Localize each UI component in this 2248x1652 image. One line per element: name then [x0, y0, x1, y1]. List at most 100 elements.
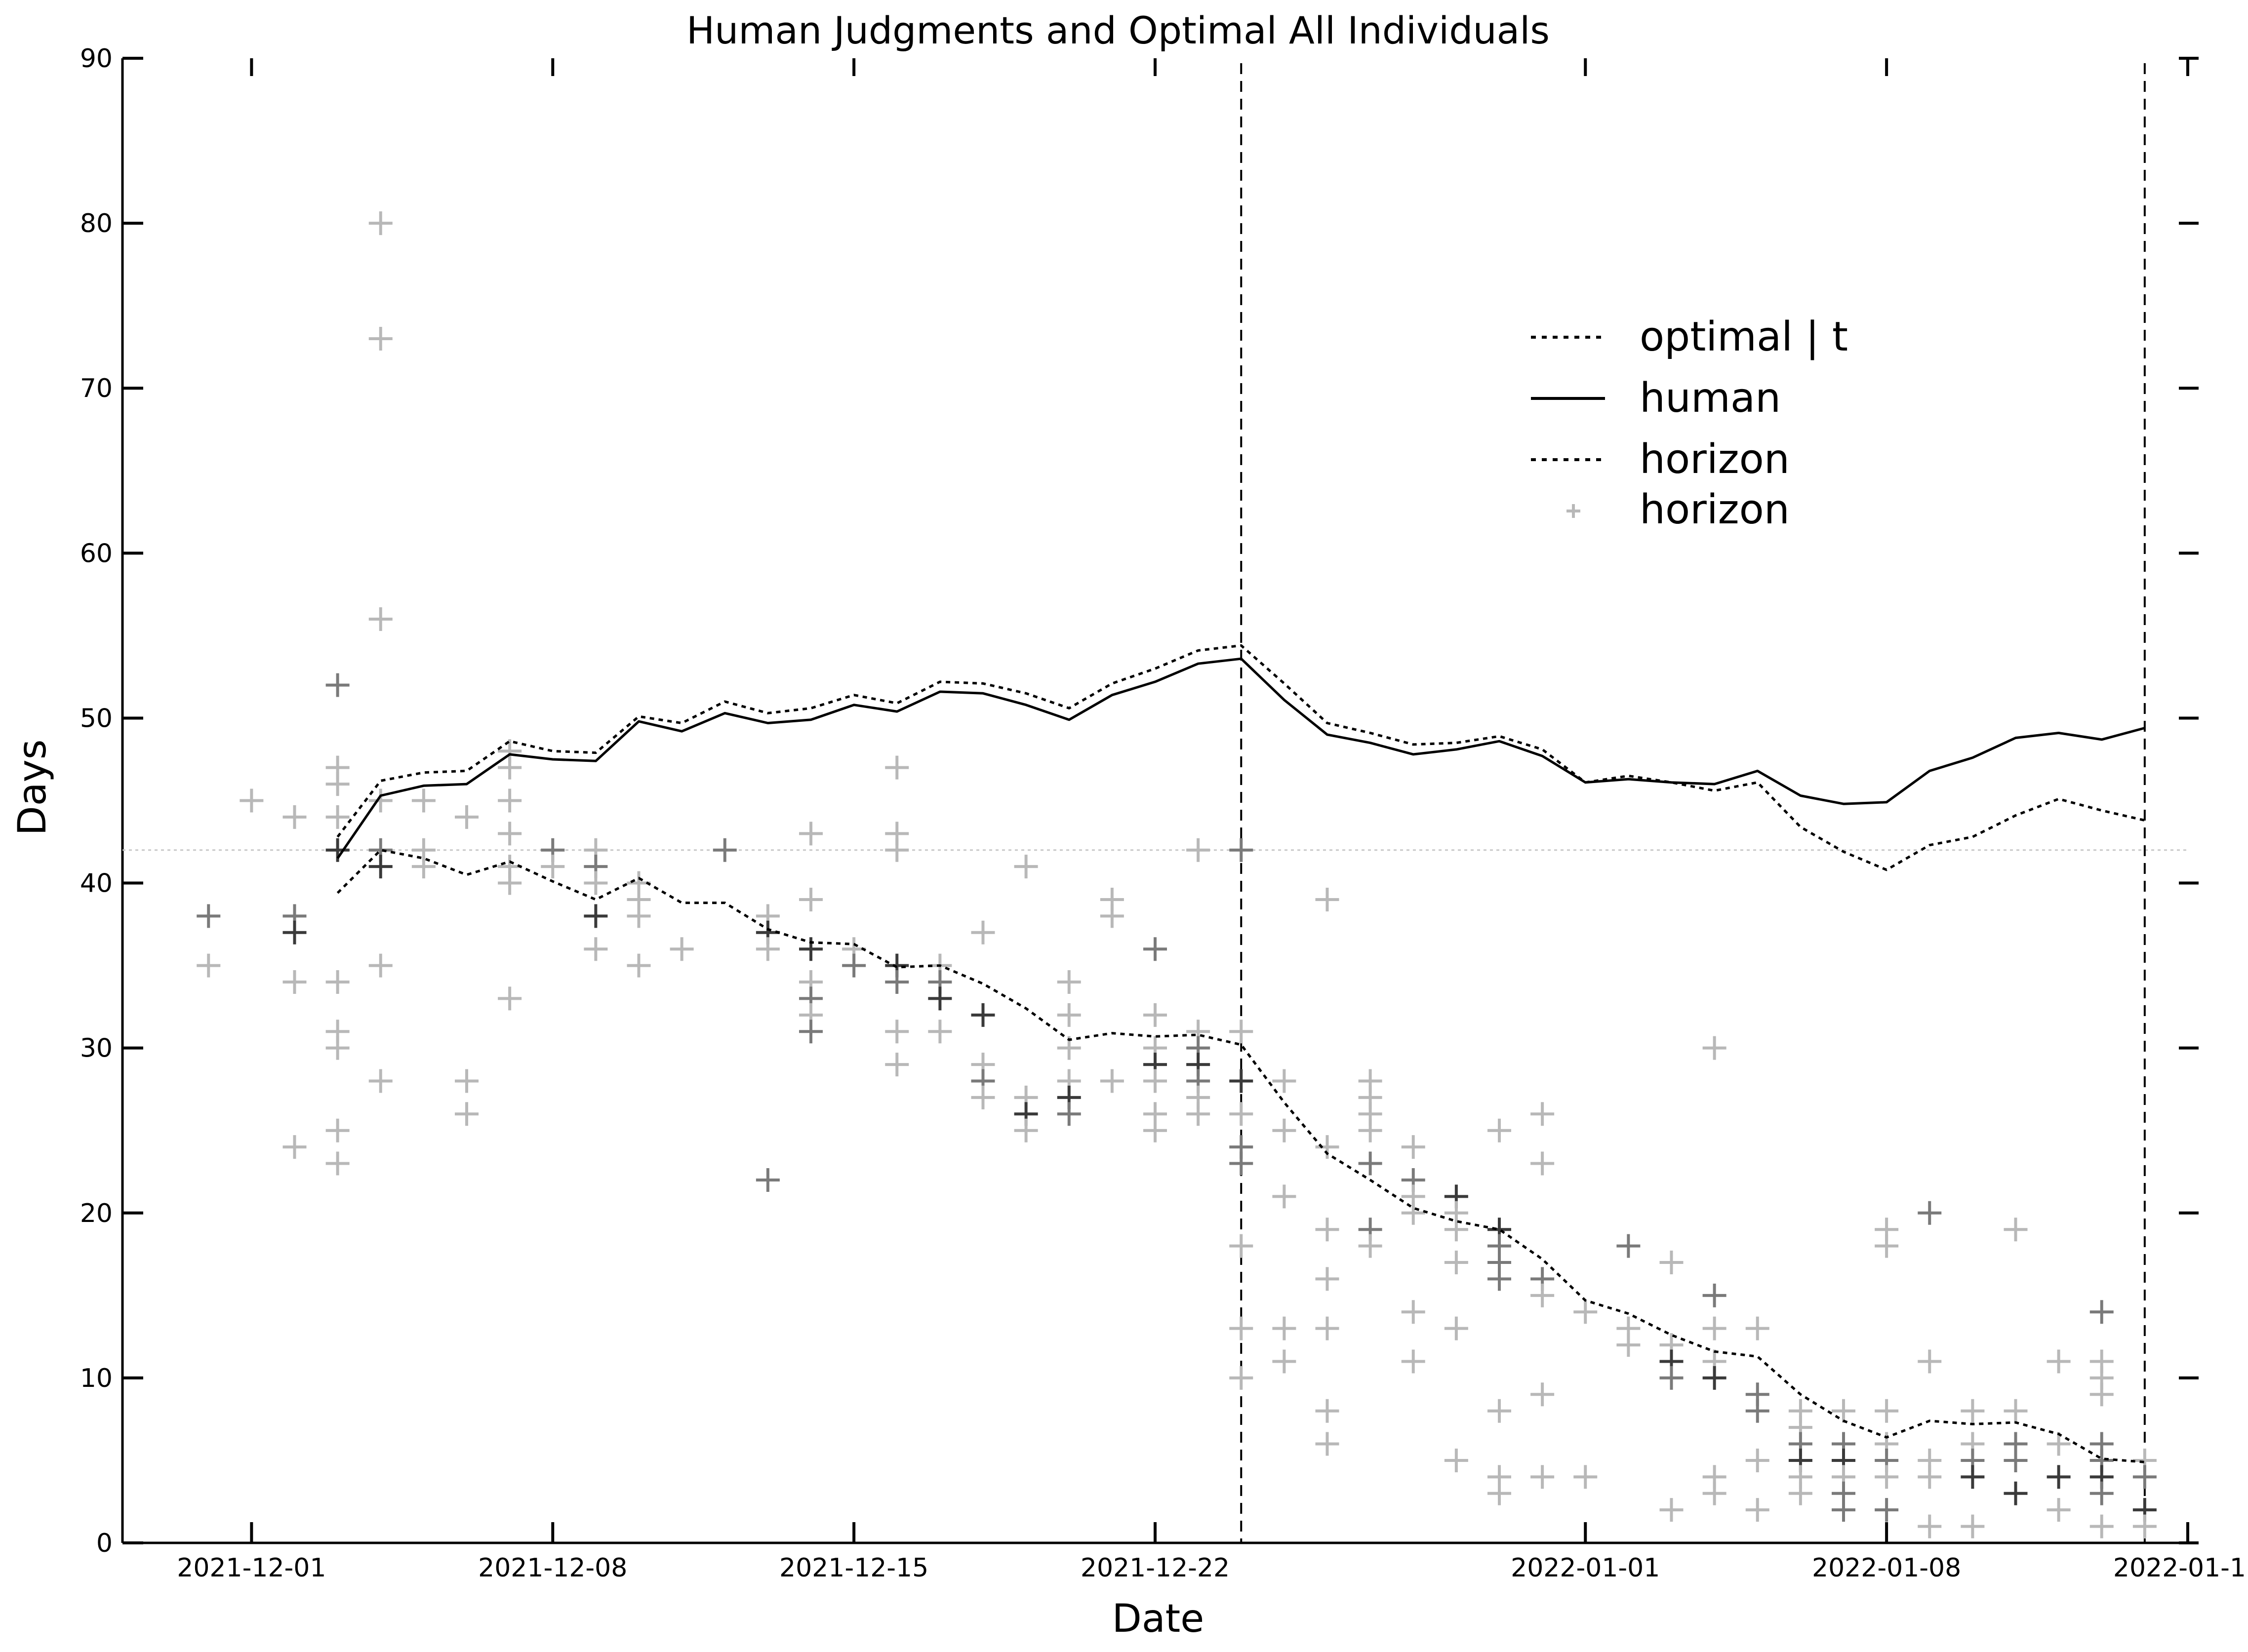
scatter-point-81 — [1014, 855, 1038, 879]
scatter-point-229 — [2089, 1481, 2114, 1505]
scatter-point-218 — [2047, 1349, 2071, 1374]
scatter-point-167 — [1659, 1251, 1684, 1275]
scatter-point-38 — [498, 986, 522, 1011]
scatter-point-157 — [1530, 1151, 1555, 1176]
scatter-point-115 — [1229, 1316, 1253, 1340]
scatter-point-51 — [713, 838, 737, 862]
scatter-point-7 — [282, 1135, 307, 1159]
scatter-point-222 — [2089, 1300, 2114, 1324]
scatter-point-109 — [1229, 1020, 1253, 1044]
scatter-point-156 — [1530, 1102, 1555, 1126]
scatter-point-85 — [1057, 970, 1081, 994]
human-line — [336, 657, 2145, 859]
scatter-point-40 — [541, 855, 565, 879]
scatter-point-107 — [1186, 1102, 1210, 1126]
scatter-point-69 — [885, 970, 909, 994]
scatter-point-220 — [2047, 1465, 2071, 1489]
scatter-point-65 — [885, 755, 909, 780]
y-tick-label-7: 70 — [80, 374, 113, 403]
legend: optimal | t human horizon horizon — [1531, 314, 1848, 533]
scatter-point-212 — [1961, 1514, 1985, 1538]
scatter-point-117 — [1272, 1069, 1296, 1093]
scatter-point-182 — [1745, 1448, 1769, 1472]
scatter-point-230 — [2089, 1514, 2114, 1538]
scatter-point-56 — [799, 822, 823, 846]
plot-area: 0 10 20 30 40 50 60 70 80 90 2021-12-01 2021-12-08 2… — [80, 44, 2248, 1583]
scatter-point-10 — [325, 772, 350, 796]
scatter-point-183 — [1745, 1498, 1769, 1522]
scatter-point-176 — [1702, 1366, 1726, 1390]
scatter-point-100 — [1143, 1118, 1167, 1142]
scatter-point-162 — [1573, 1300, 1598, 1324]
scatter-point-77 — [971, 1003, 995, 1027]
scatter-point-57 — [799, 887, 823, 911]
scatter-point-93 — [1100, 1069, 1124, 1093]
x-tick-label-3: 2021-12-22 — [1081, 1553, 1230, 1583]
scatter-point-147 — [1444, 1448, 1468, 1472]
scatter-point-171 — [1659, 1498, 1684, 1522]
scatter-point-148 — [1487, 1118, 1511, 1142]
y-tick-label-5: 50 — [80, 704, 113, 733]
scatter-point-21 — [368, 788, 393, 813]
scatter-point-55 — [756, 1168, 780, 1192]
scatter-point-145 — [1444, 1251, 1468, 1275]
scatter-point-119 — [1272, 1184, 1296, 1209]
scatter-point-17 — [325, 1151, 350, 1176]
scatter-point-122 — [1315, 887, 1339, 911]
scatter-point-173 — [1702, 1283, 1726, 1307]
scatter-point-206 — [1918, 1465, 1942, 1489]
scatter-point-166 — [1616, 1333, 1641, 1357]
scatter-point-189 — [1788, 1481, 1812, 1505]
scatter-point-126 — [1315, 1316, 1339, 1340]
scatter-point-84 — [1014, 1118, 1038, 1142]
scatter-point-71 — [885, 1053, 909, 1077]
scatter-point-127 — [1315, 1399, 1339, 1423]
scatter-point-1 — [197, 953, 221, 978]
scatter-point-80 — [971, 1085, 995, 1109]
scatter-point-108 — [1229, 838, 1253, 862]
scatter-point-34 — [498, 788, 522, 813]
scatter-point-124 — [1315, 1218, 1339, 1242]
scatter-point-28 — [411, 855, 436, 879]
scatter-point-116 — [1229, 1366, 1253, 1390]
horizon-line — [336, 849, 2145, 1463]
scatter-point-30 — [455, 1069, 479, 1093]
scatter-point-11 — [325, 805, 350, 829]
scatter-point-203 — [1918, 1201, 1942, 1225]
scatter-point-204 — [1918, 1349, 1942, 1374]
scatter-point-74 — [928, 986, 952, 1011]
scatter-point-94 — [1143, 937, 1167, 961]
legend-label-horizon-marker: horizon — [1640, 486, 1790, 533]
y-axis-label: Days — [10, 740, 55, 836]
scatter-point-54 — [756, 937, 780, 961]
scatter-point-207 — [1918, 1514, 1942, 1538]
scatter-point-26 — [411, 788, 436, 813]
scatter-point-48 — [627, 904, 651, 928]
optimal-line — [336, 644, 2145, 871]
scatter-point-15 — [325, 1036, 350, 1060]
y-tick-label-0: 0 — [96, 1529, 113, 1558]
scatter-point-141 — [1401, 1349, 1425, 1374]
scatter-point-13 — [325, 970, 350, 994]
y-tick-label-2: 20 — [80, 1199, 113, 1228]
scatter-point-5 — [282, 920, 307, 944]
legend-label-horizon-line: horizon — [1640, 436, 1790, 483]
x-tick-label-0: 2021-12-01 — [177, 1553, 326, 1583]
scatter-point-208 — [1961, 1399, 1985, 1423]
scatter-point-155 — [1487, 1481, 1511, 1505]
scatter-point-16 — [325, 1118, 350, 1142]
scatter-point-64 — [842, 953, 866, 978]
scatter-point-216 — [2004, 1448, 2028, 1472]
x-tick-label-5: 2022-01-08 — [1812, 1553, 1961, 1583]
scatter-point-31 — [455, 1102, 479, 1126]
scatter-point-160 — [1530, 1382, 1555, 1407]
scatter-point-234 — [2132, 1514, 2157, 1538]
scatter-point-178 — [1702, 1481, 1726, 1505]
scatter-point-20 — [368, 607, 393, 631]
scatter-point-118 — [1272, 1118, 1296, 1142]
scatter-point-23 — [368, 855, 393, 879]
scatter-point-120 — [1272, 1316, 1296, 1340]
scatter-point-181 — [1745, 1399, 1769, 1423]
scatter-point-76 — [971, 920, 995, 944]
